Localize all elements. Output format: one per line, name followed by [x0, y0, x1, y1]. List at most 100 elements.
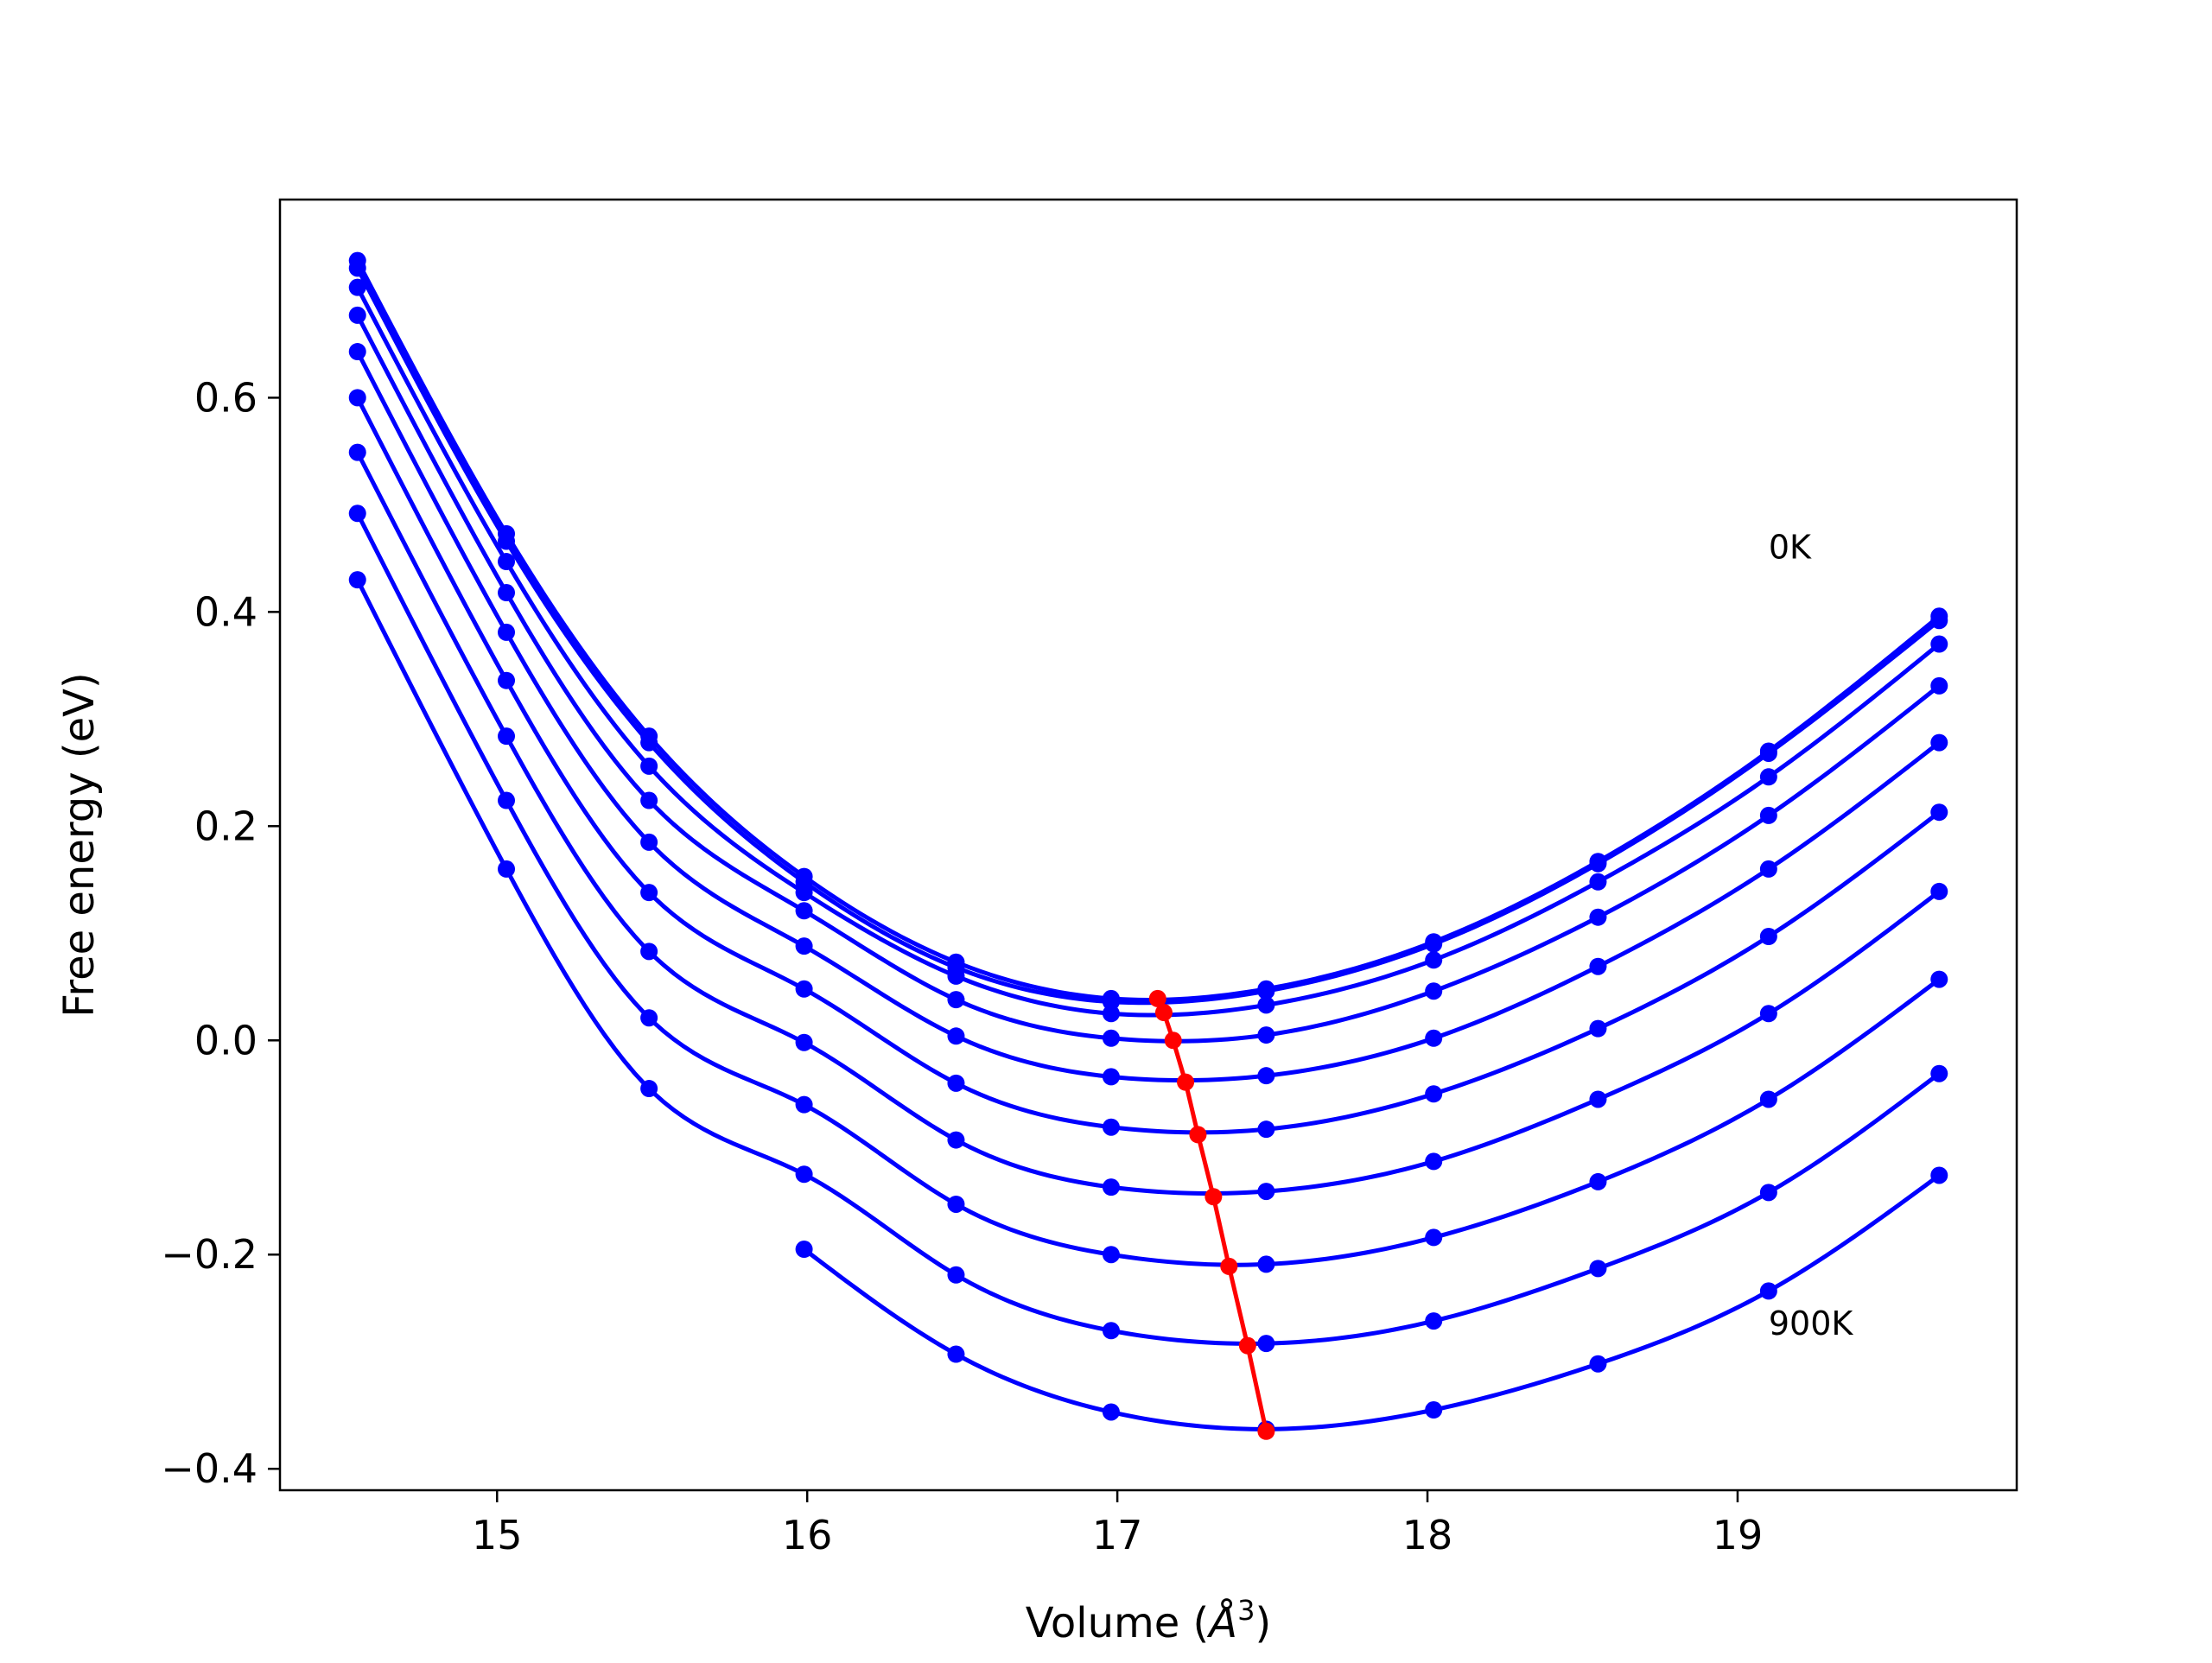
data-point	[498, 671, 516, 689]
data-point	[1425, 1029, 1443, 1047]
data-point	[1759, 1282, 1777, 1300]
series-line-6	[355, 451, 1941, 1196]
y-axis-label: Free energy (eV)	[55, 672, 104, 1017]
data-point	[640, 791, 658, 809]
data-point	[795, 1095, 813, 1114]
data-point	[1589, 1019, 1607, 1038]
data-point	[1930, 882, 1948, 900]
data-point	[1257, 982, 1275, 1000]
minimum-point	[1220, 1257, 1238, 1275]
data-point	[498, 584, 516, 602]
data-point	[640, 1009, 658, 1027]
data-point	[795, 1241, 813, 1259]
data-point	[947, 1345, 965, 1363]
data-point	[1425, 982, 1443, 1000]
data-point	[947, 1266, 965, 1284]
x-axis-label: Volume (Å3)	[1026, 1594, 1271, 1647]
data-point	[1930, 635, 1948, 653]
data-point	[1257, 1183, 1275, 1201]
data-point	[1589, 957, 1607, 975]
data-point	[1425, 1312, 1443, 1330]
x-tick-label: 15	[472, 1512, 523, 1558]
data-point	[1589, 873, 1607, 891]
minimum-point	[1164, 1031, 1182, 1050]
data-point	[498, 553, 516, 571]
plot-frame	[278, 198, 2018, 1492]
series-line-1	[355, 267, 1941, 1006]
minimum-point	[1189, 1126, 1207, 1144]
data-point	[1930, 733, 1948, 752]
data-point	[1930, 1166, 1948, 1184]
data-point	[640, 884, 658, 902]
data-point	[640, 943, 658, 961]
y-tick-label: −0.4	[161, 1445, 257, 1492]
data-point	[795, 1033, 813, 1051]
data-point	[348, 505, 366, 523]
data-point	[795, 1165, 813, 1184]
series-line-5	[355, 397, 1941, 1135]
data-point	[348, 306, 366, 324]
data-point	[348, 443, 366, 461]
data-point	[1102, 1068, 1120, 1086]
data-point	[1930, 970, 1948, 988]
data-point	[1759, 806, 1777, 824]
temperature-annotation: 900K	[1769, 1304, 1854, 1342]
data-point	[947, 1131, 965, 1149]
minimum-point	[1257, 1422, 1275, 1440]
data-point	[1759, 1184, 1777, 1202]
x-axis-ticks: 15 16 17 18 19	[472, 1490, 1763, 1558]
data-point	[1589, 1090, 1607, 1108]
data-point	[1930, 1064, 1948, 1082]
data-point	[795, 884, 813, 902]
data-point	[1930, 676, 1948, 695]
data-point	[640, 1080, 658, 1098]
data-point	[795, 937, 813, 955]
data-point	[640, 733, 658, 752]
data-point	[1759, 1090, 1777, 1108]
data-point	[1257, 996, 1275, 1014]
data-point	[1102, 1246, 1120, 1264]
data-point	[1589, 854, 1607, 873]
y-axis-ticks: −0.4 −0.2 0.0 0.2 0.4 0.6	[161, 374, 280, 1492]
series-line-3	[355, 314, 1941, 1044]
data-point	[1425, 951, 1443, 969]
data-point	[1257, 1067, 1275, 1085]
series-line-7	[355, 512, 1941, 1267]
data-point	[1930, 612, 1948, 630]
series-layer	[348, 251, 1948, 1438]
data-point	[1589, 1355, 1607, 1373]
data-point	[1930, 803, 1948, 822]
data-point	[1589, 1172, 1607, 1190]
y-tick-label: 0.0	[194, 1017, 257, 1063]
data-point	[1257, 1026, 1275, 1044]
data-point	[1102, 1403, 1120, 1421]
data-point	[1759, 768, 1777, 786]
data-point	[498, 727, 516, 746]
series-line-4	[355, 350, 1941, 1083]
minimum-point	[1154, 1004, 1173, 1022]
series-line-9	[803, 1173, 1941, 1431]
data-point	[1759, 1005, 1777, 1023]
data-point	[1102, 1322, 1120, 1340]
y-tick-label: 0.4	[194, 588, 257, 635]
data-point	[1759, 860, 1777, 878]
x-tick-label: 16	[782, 1512, 833, 1558]
data-point	[947, 1027, 965, 1045]
data-point	[1425, 1152, 1443, 1171]
data-point	[1425, 1085, 1443, 1103]
data-point	[348, 389, 366, 407]
data-point	[947, 1074, 965, 1092]
data-point	[1102, 1005, 1120, 1023]
data-point	[947, 967, 965, 985]
y-tick-label: −0.2	[161, 1231, 257, 1278]
data-point	[795, 902, 813, 920]
temperature-annotation: 0K	[1769, 528, 1812, 566]
minimum-point	[1148, 989, 1166, 1007]
data-point	[1425, 1228, 1443, 1247]
data-point	[348, 571, 366, 589]
series-line-0	[355, 259, 1941, 1002]
minimum-point	[1238, 1336, 1256, 1355]
data-point	[498, 860, 516, 878]
